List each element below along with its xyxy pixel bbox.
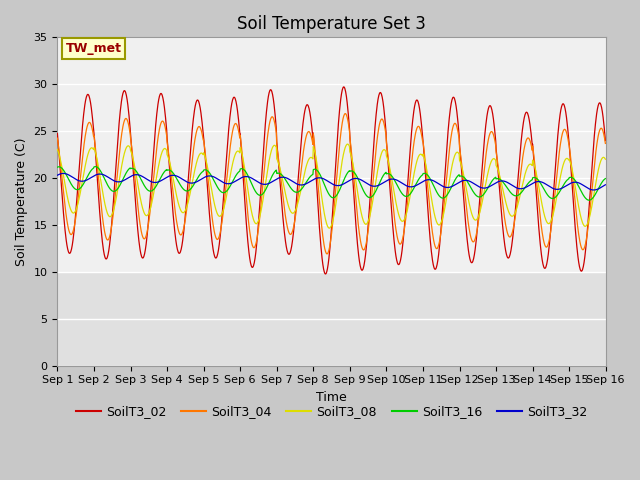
SoilT3_32 (589, 187, 597, 193)
SoilT3_16 (237, 166, 244, 172)
Y-axis label: Soil Temperature (C): Soil Temperature (C) (15, 137, 28, 266)
SoilT3_16 (488, 178, 496, 183)
SoilT3_32 (60, 170, 67, 176)
SoilT3_02 (489, 111, 497, 117)
SoilT3_08 (175, 204, 183, 209)
SoilT3_04 (162, 128, 170, 134)
SoilT3_08 (162, 146, 170, 152)
SoilT3_02 (322, 271, 330, 277)
Line: SoilT3_02: SoilT3_02 (58, 87, 605, 274)
SoilT3_08 (602, 156, 609, 162)
Line: SoilT3_08: SoilT3_08 (58, 144, 605, 228)
Text: TW_met: TW_met (66, 42, 122, 55)
SoilT3_02 (54, 131, 61, 136)
Line: SoilT3_32: SoilT3_32 (58, 173, 605, 190)
SoilT3_02 (162, 119, 170, 125)
SoilT3_16 (602, 176, 609, 181)
SoilT3_02 (175, 251, 183, 256)
SoilT3_02 (602, 138, 609, 144)
SoilT3_08 (237, 146, 244, 152)
SoilT3_04 (237, 136, 244, 142)
SoilT3_16 (417, 174, 424, 180)
SoilT3_02 (340, 84, 348, 90)
SoilT3_04 (175, 230, 183, 236)
Title: Soil Temperature Set 3: Soil Temperature Set 3 (237, 15, 426, 33)
SoilT3_32 (602, 182, 609, 188)
SoilT3_08 (54, 147, 61, 153)
SoilT3_04 (417, 130, 425, 135)
SoilT3_08 (417, 151, 425, 157)
SoilT3_02 (537, 248, 545, 254)
SoilT3_08 (326, 225, 333, 231)
SoilT3_08 (344, 141, 351, 147)
SoilT3_32 (237, 175, 244, 181)
SoilT3_16 (92, 164, 99, 169)
SoilT3_32 (537, 179, 545, 185)
SoilT3_32 (163, 175, 170, 180)
SoilT3_16 (176, 181, 184, 187)
SoilT3_16 (537, 180, 545, 186)
SoilT3_32 (417, 180, 424, 186)
SoilT3_02 (417, 118, 425, 123)
SoilT3_16 (585, 197, 593, 203)
SoilT3_16 (54, 164, 61, 170)
Bar (58, 37, 605, 272)
X-axis label: Time: Time (316, 391, 347, 404)
SoilT3_16 (163, 167, 170, 173)
SoilT3_04 (54, 135, 61, 141)
SoilT3_32 (54, 172, 61, 178)
SoilT3_04 (602, 141, 609, 146)
SoilT3_32 (176, 175, 184, 180)
Line: SoilT3_04: SoilT3_04 (58, 114, 605, 254)
SoilT3_04 (323, 251, 331, 257)
SoilT3_04 (342, 111, 349, 117)
SoilT3_08 (489, 156, 497, 162)
SoilT3_02 (237, 136, 244, 142)
SoilT3_04 (489, 130, 497, 135)
Legend: SoilT3_02, SoilT3_04, SoilT3_08, SoilT3_16, SoilT3_32: SoilT3_02, SoilT3_04, SoilT3_08, SoilT3_… (70, 400, 593, 423)
Line: SoilT3_16: SoilT3_16 (58, 167, 605, 200)
SoilT3_32 (488, 182, 496, 188)
SoilT3_04 (537, 221, 545, 227)
SoilT3_08 (537, 196, 545, 202)
